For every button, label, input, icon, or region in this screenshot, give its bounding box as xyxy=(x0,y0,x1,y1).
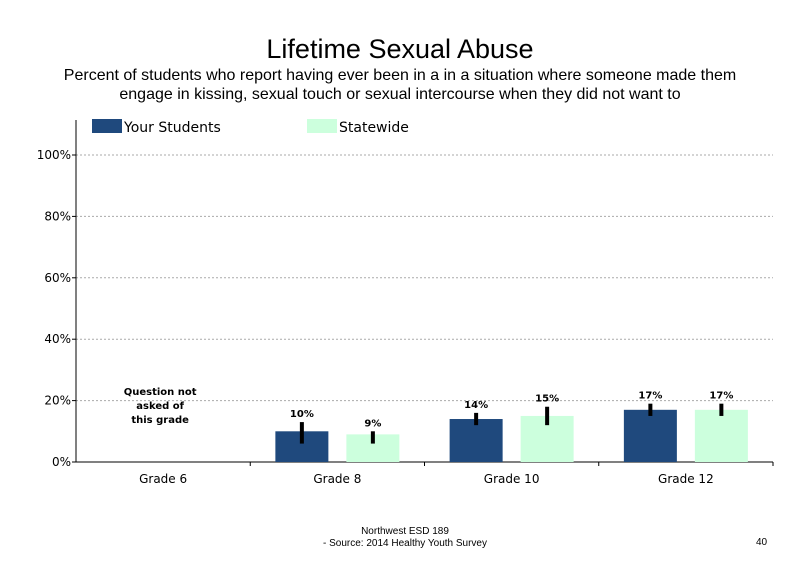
x-tick-label: Grade 8 xyxy=(313,472,361,486)
data-label: 10% xyxy=(290,409,314,420)
data-label: 17% xyxy=(709,391,733,402)
legend-label-statewide: Statewide xyxy=(339,120,409,136)
x-tick-label: Grade 10 xyxy=(484,472,540,486)
bar-your-students xyxy=(623,409,677,462)
axes: 0% 20% 40% 60% 80% 100% Grade 6 Grade 8 Grade 10… xyxy=(37,120,774,486)
x-tick-label: Grade 12 xyxy=(658,472,714,486)
x-tick-label: Grade 6 xyxy=(139,472,187,486)
y-tick-label: 100% xyxy=(37,148,71,162)
bars xyxy=(275,403,748,462)
annotation-text: Question not xyxy=(124,387,197,398)
y-tick-label: 40% xyxy=(44,332,71,346)
legend-swatch-your-students xyxy=(92,119,122,133)
bar-statewide xyxy=(694,409,748,462)
legend-swatch-statewide xyxy=(307,119,337,133)
bar-your-students xyxy=(449,419,503,462)
y-tick-label: 60% xyxy=(44,271,71,285)
chart-subtitle: Percent of students who report having ev… xyxy=(63,67,737,103)
footer-org: Northwest ESD 189 xyxy=(361,526,449,537)
data-label: 9% xyxy=(364,418,381,429)
annotation-text: asked of xyxy=(136,401,184,412)
y-tick-label: 20% xyxy=(44,394,71,408)
page-number: 40 xyxy=(756,537,768,548)
y-tick-label: 0% xyxy=(52,455,71,469)
data-label: 15% xyxy=(535,394,559,405)
chart-title: Lifetime Sexual Abuse xyxy=(266,34,534,64)
gridlines xyxy=(76,154,773,402)
annotation-text: this grade xyxy=(131,415,189,426)
footer-source: - Source: 2014 Healthy Youth Survey xyxy=(323,538,487,549)
legend-label-your-students: Your Students xyxy=(123,120,221,136)
legend: Your Students Statewide xyxy=(92,119,409,136)
data-label: 14% xyxy=(464,400,488,411)
data-label: 17% xyxy=(638,391,662,402)
y-tick-label: 80% xyxy=(44,209,71,223)
data-labels: 10% 9% 14% 15% 17% 17% Question not asked of thi… xyxy=(124,387,734,429)
